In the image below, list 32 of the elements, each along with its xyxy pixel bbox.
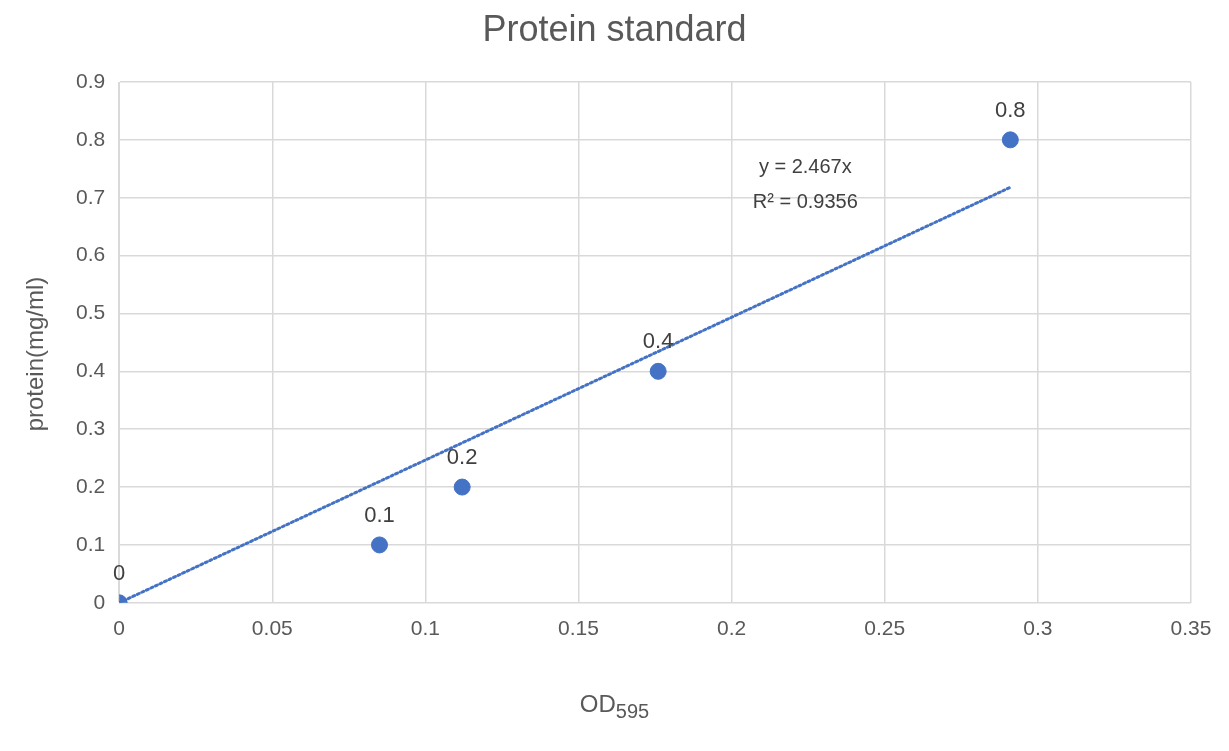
x-tick-label: 0.2 <box>717 616 747 640</box>
x-tick-label: 0.15 <box>558 616 599 640</box>
data-label: 0.2 <box>446 444 478 470</box>
point <box>370 536 388 554</box>
y-tick-label: 0 <box>93 589 106 613</box>
x-tick-label: 0.1 <box>410 616 441 640</box>
y-tick-label: 0.2 <box>75 473 106 497</box>
x-tick-label: 0.3 <box>1023 616 1053 640</box>
x-axis-title: OD$_{595}$ <box>578 690 651 723</box>
x-tick-label: 0.35 <box>1170 616 1212 640</box>
data-label: 0.1 <box>364 502 395 527</box>
data-label: 0.8 <box>995 96 1026 122</box>
y-tick-label: 0.5 <box>75 300 106 324</box>
annotation: R² = 0.9356 <box>752 189 858 212</box>
chart-title: Protein standard <box>481 8 748 50</box>
point <box>1001 131 1019 149</box>
x-tick-label: 0.25 <box>864 616 906 640</box>
point <box>649 362 667 380</box>
y-tick-label: 0.3 <box>75 416 106 439</box>
y-tick-label: 0.9 <box>75 68 106 92</box>
x-tick-label: 0 <box>113 616 126 640</box>
data-label: 0 <box>113 559 126 585</box>
y-tick-label: 0.6 <box>75 242 106 266</box>
y-tick-label: 0.8 <box>75 126 106 150</box>
data-label: 0.4 <box>642 328 674 354</box>
y-tick-label: 0.1 <box>75 531 106 555</box>
y-axis-title: protein(mg/ml) <box>21 276 49 432</box>
x-tick-label: 0.05 <box>251 616 293 640</box>
y-tick-label: 0.7 <box>75 184 106 208</box>
annotation: y = 2.467x <box>758 154 852 177</box>
point <box>453 478 471 496</box>
y-tick-label: 0.4 <box>75 358 106 382</box>
